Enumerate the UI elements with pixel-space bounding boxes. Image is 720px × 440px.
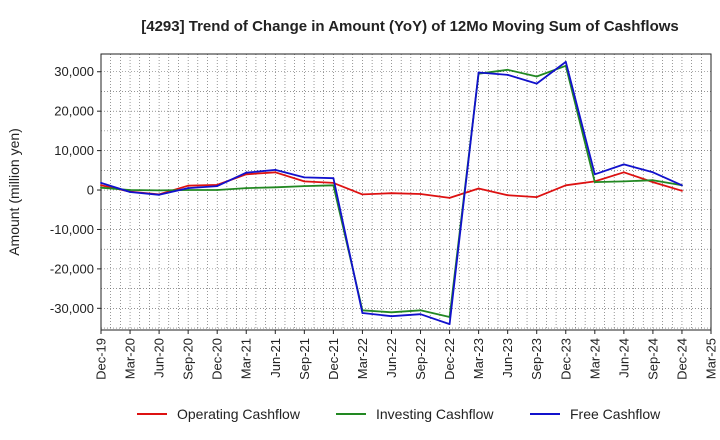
data-point <box>187 187 190 189</box>
data-point <box>245 187 248 189</box>
data-point <box>100 184 102 187</box>
data-point <box>129 191 131 193</box>
data-point <box>593 181 596 184</box>
y-tick-label: 0 <box>87 183 94 198</box>
data-point <box>419 313 422 316</box>
data-point <box>390 192 393 195</box>
data-point <box>332 177 335 180</box>
data-point <box>158 189 160 192</box>
x-tick-label: Dec-24 <box>674 338 689 380</box>
x-tick-label: Jun-24 <box>616 338 631 378</box>
x-tick-label: Mar-23 <box>471 338 486 379</box>
chart-title: [4293] Trend of Change in Amount (YoY) o… <box>141 18 679 35</box>
data-point <box>681 189 683 192</box>
data-point <box>216 189 219 191</box>
data-point <box>187 184 190 187</box>
data-point <box>622 163 625 166</box>
data-point <box>274 186 277 189</box>
x-axis-ticks: Dec-19 Mar-20 Jun-20 Sep-20 Dec-20 Mar-21 Jun-… <box>94 330 719 380</box>
data-point <box>564 60 567 63</box>
data-point <box>274 169 277 171</box>
data-point <box>681 184 683 187</box>
x-tick-label: Sep-22 <box>413 338 428 380</box>
data-point <box>622 171 625 174</box>
data-point <box>535 196 538 199</box>
data-point <box>187 189 190 191</box>
x-tick-label: Mar-21 <box>239 338 254 379</box>
data-point <box>274 171 277 174</box>
y-tick-label: 10,000 <box>54 143 94 158</box>
data-point <box>564 184 567 187</box>
data-point <box>100 182 102 184</box>
data-point <box>245 171 248 174</box>
x-tick-label: Dec-21 <box>326 338 341 380</box>
y-axis-ticks: 30,000 20,000 10,000 0 -10,000 -20,000 -30,000 <box>50 64 101 316</box>
data-point <box>652 181 654 184</box>
data-point <box>303 185 306 187</box>
data-point <box>361 312 364 314</box>
data-point <box>506 68 509 71</box>
x-tick-label: Jun-21 <box>268 338 283 378</box>
data-point <box>332 184 335 187</box>
y-tick-label: 30,000 <box>54 64 94 79</box>
data-point <box>419 309 422 312</box>
x-tick-label: Sep-23 <box>529 338 544 380</box>
x-tick-label: Jun-20 <box>152 338 167 378</box>
x-tick-label: Mar-20 <box>123 338 138 379</box>
data-point <box>390 311 393 314</box>
data-point <box>506 73 509 76</box>
data-point <box>303 180 306 183</box>
data-point <box>535 82 538 85</box>
series-lines <box>100 60 683 326</box>
x-tick-label: Dec-20 <box>210 338 225 380</box>
data-point <box>448 323 451 325</box>
data-point <box>652 179 654 182</box>
x-tick-label: Sep-21 <box>297 338 312 380</box>
data-point <box>448 197 451 199</box>
data-point <box>390 315 393 318</box>
data-point <box>361 193 364 196</box>
data-point <box>622 180 625 183</box>
x-tick-label: Dec-19 <box>94 338 109 380</box>
data-point <box>129 189 131 191</box>
y-tick-label: -20,000 <box>50 261 94 276</box>
x-tick-label: Sep-20 <box>181 338 196 380</box>
x-tick-label: Mar-24 <box>587 338 602 379</box>
data-point <box>158 193 160 196</box>
data-point <box>593 173 596 176</box>
x-tick-label: Mar-25 <box>704 338 719 379</box>
x-tick-label: Dec-23 <box>558 338 573 380</box>
legend: Operating Cashflow Investing Cashflow Free… <box>137 406 661 422</box>
data-point <box>100 186 102 189</box>
data-point <box>652 171 654 174</box>
data-point <box>506 194 509 197</box>
x-tick-label: Jun-22 <box>384 338 399 378</box>
data-point <box>477 187 480 190</box>
data-point <box>216 185 219 187</box>
data-point <box>535 75 538 78</box>
grid-lines <box>100 54 712 330</box>
plot-area-frame <box>100 53 712 331</box>
y-tick-label: -30,000 <box>50 301 94 316</box>
x-tick-label: Jun-23 <box>500 338 515 378</box>
y-tick-label: 20,000 <box>54 104 94 119</box>
data-point <box>419 193 422 195</box>
x-tick-label: Mar-22 <box>355 338 370 379</box>
x-tick-label: Sep-24 <box>645 338 660 380</box>
y-axis-label: Amount (million yen) <box>6 128 22 256</box>
legend-entry: Investing Cashflow <box>376 406 494 422</box>
legend-entry: Operating Cashflow <box>177 406 301 422</box>
data-point <box>477 71 480 74</box>
data-point <box>303 176 306 179</box>
x-tick-label: Dec-22 <box>442 338 457 380</box>
y-tick-label: -10,000 <box>50 222 94 237</box>
legend-entry: Free Cashflow <box>570 406 661 422</box>
